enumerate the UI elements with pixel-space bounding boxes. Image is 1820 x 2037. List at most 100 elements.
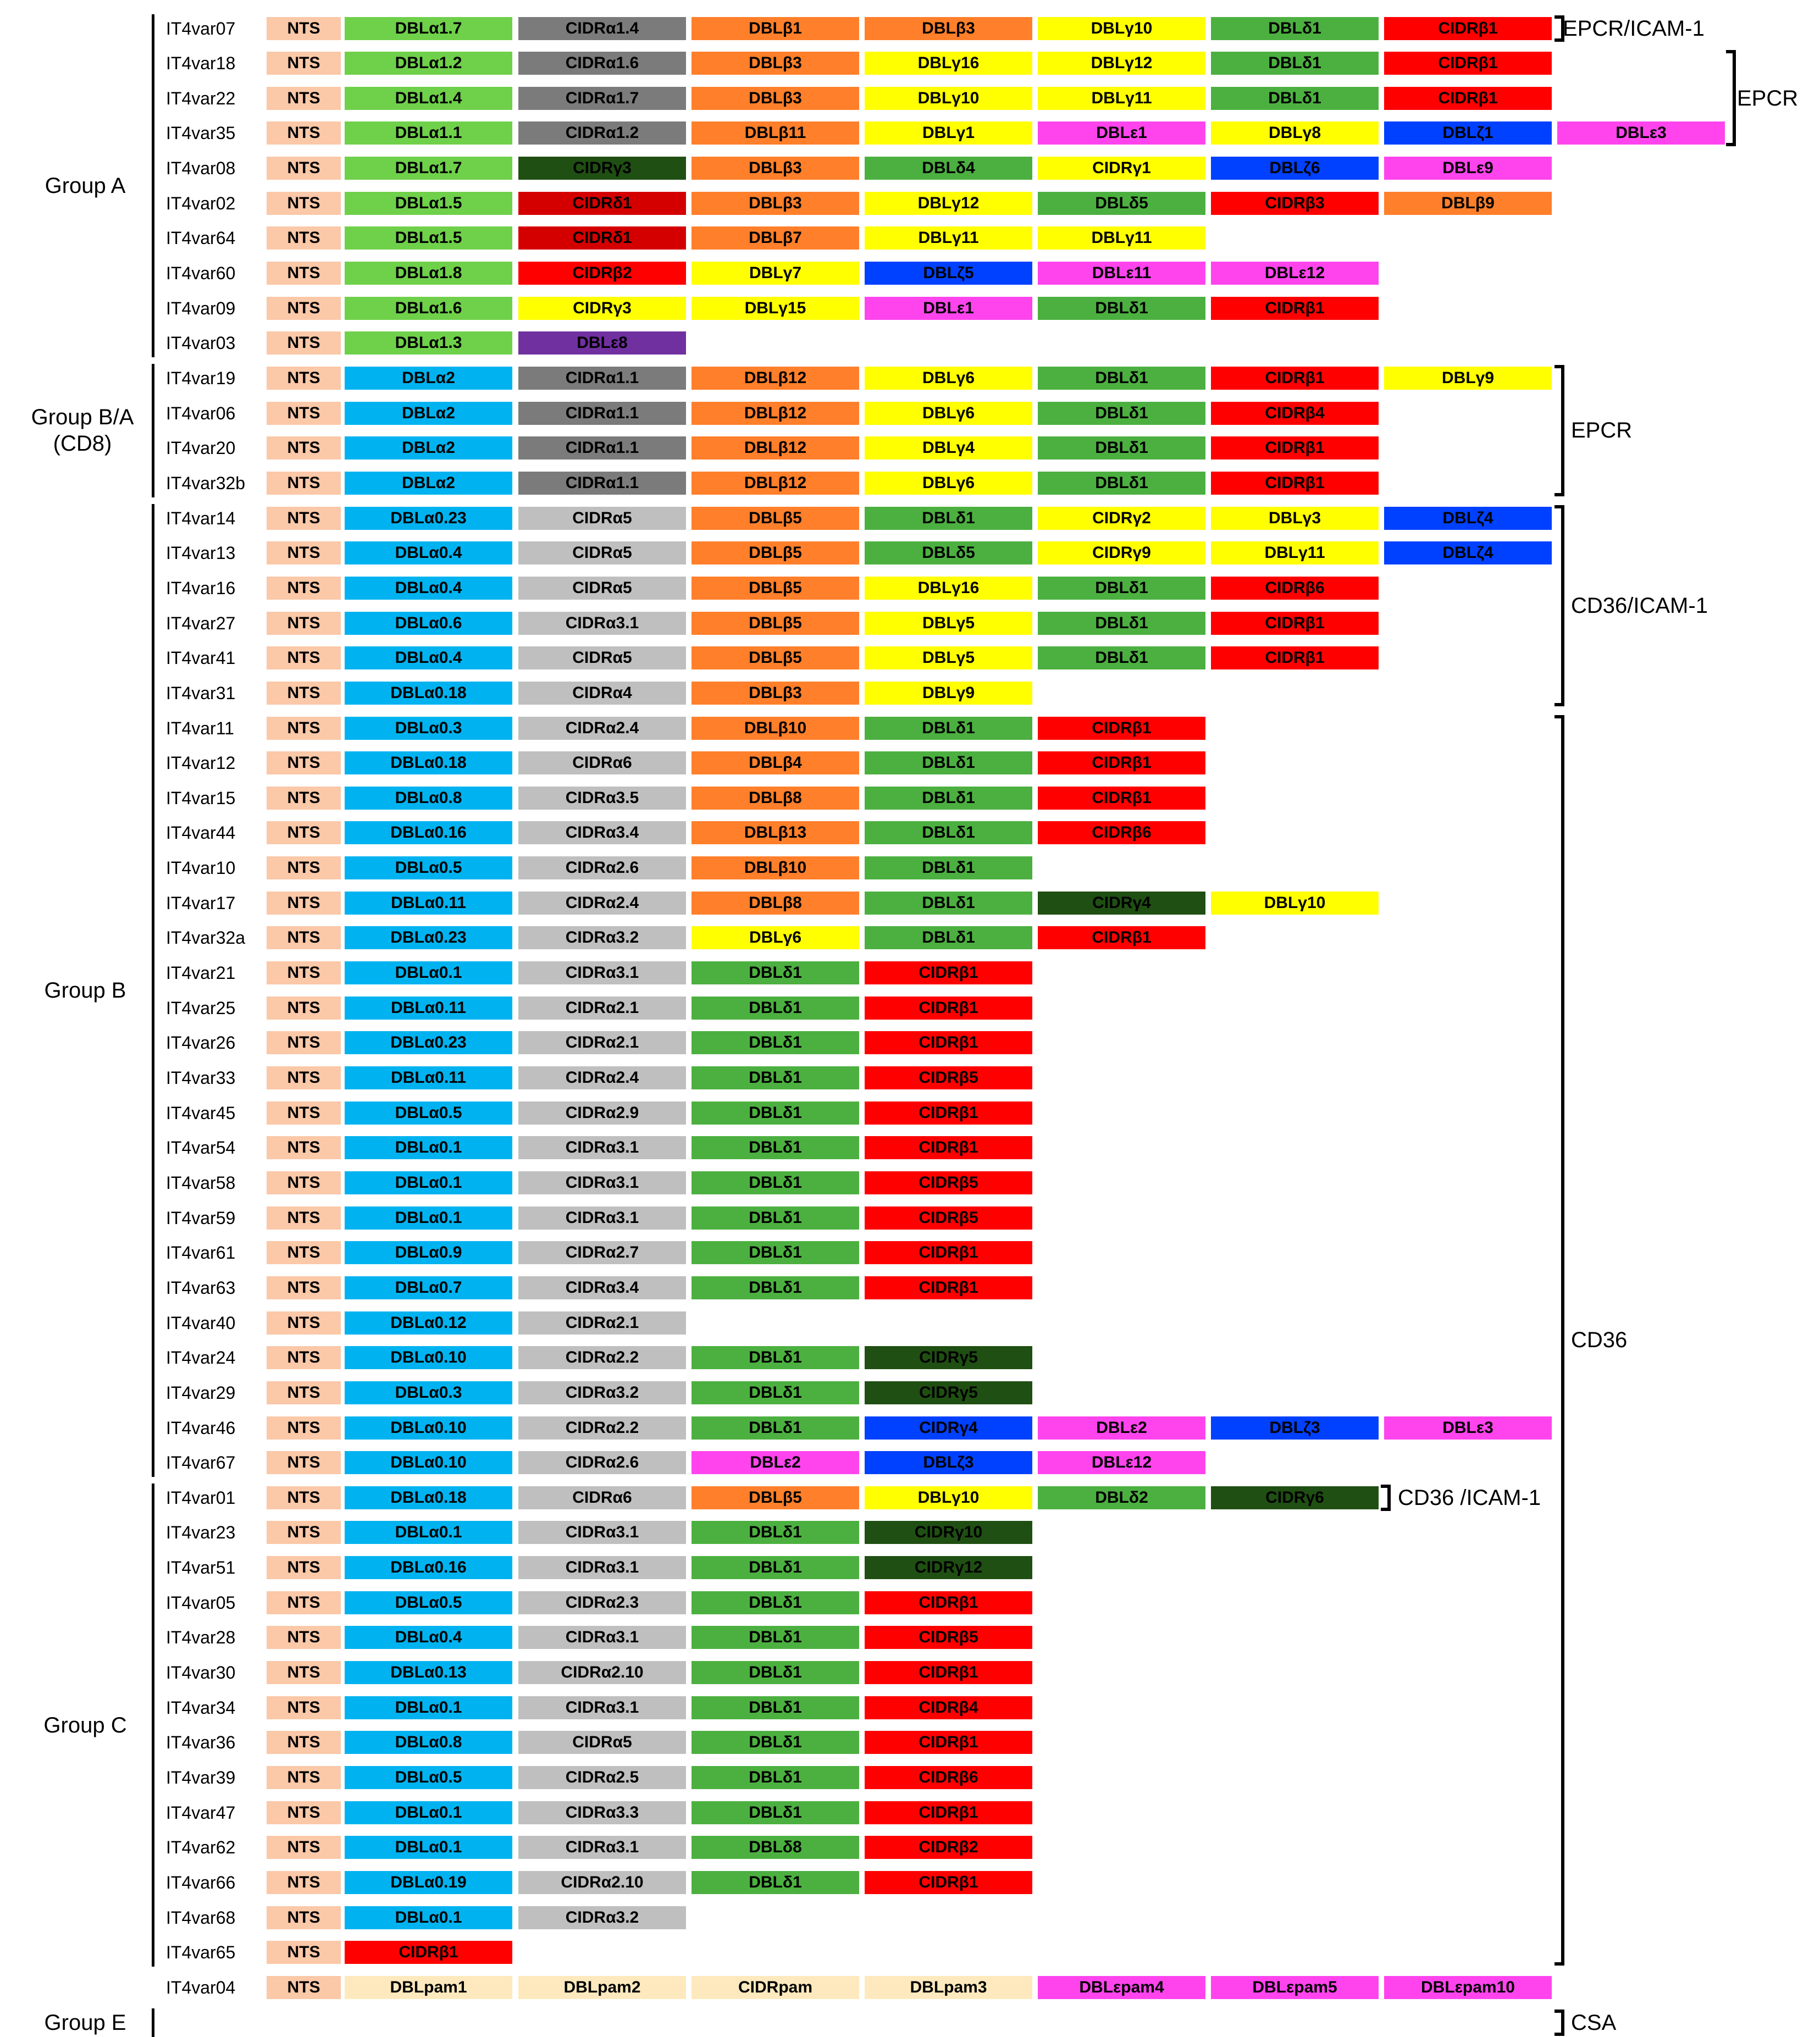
domain-box: CIDRβ2	[518, 262, 686, 285]
domain-box: CIDRα4	[518, 681, 686, 705]
domain-box: DBLδ2	[1038, 1486, 1205, 1509]
domain-box: NTS	[267, 506, 341, 530]
domain-box: DBLα0.18	[345, 751, 512, 775]
domain-box: DBLβ7	[692, 226, 859, 250]
domain-box: DBLδ1	[865, 751, 1032, 775]
domain-box: NTS	[267, 1486, 341, 1509]
domain-box: DBLγ16	[865, 576, 1032, 600]
domain-box: CIDRβ1	[865, 1031, 1032, 1055]
domain-box: NTS	[267, 471, 341, 495]
domain-box: DBLγ1	[865, 121, 1032, 145]
domain-box: NTS	[267, 157, 341, 180]
domain-box: DBLβ3	[865, 16, 1032, 40]
domain-box: DBLα0.1	[345, 1521, 512, 1545]
domain-box: DBLα0.5	[345, 1591, 512, 1614]
domain-box: CIDRβ1	[1211, 296, 1379, 320]
domain-box: NTS	[267, 1136, 341, 1160]
variant-label: IT4var63	[166, 1277, 236, 1298]
domain-box: DBLδ1	[865, 926, 1032, 950]
variant-label: IT4var14	[166, 508, 236, 528]
domain-box: CIDRγ1	[1038, 157, 1205, 180]
variant-label: IT4var19	[166, 368, 236, 388]
domain-box: DBLδ1	[1038, 646, 1205, 670]
domain-box: DBLγ11	[1211, 541, 1379, 565]
domain-box: CIDRα2.2	[518, 1416, 686, 1440]
domain-box: DBLβ12	[692, 367, 859, 390]
domain-box: DBLδ1	[692, 996, 859, 1020]
domain-box: DBLδ1	[692, 1136, 859, 1160]
domain-box: DBLβ8	[692, 891, 859, 915]
domain-box: DBLε2	[692, 1451, 859, 1475]
variant-label: IT4var60	[166, 263, 236, 284]
domain-box: DBLγ6	[865, 367, 1032, 390]
domain-box: CIDRα1.1	[518, 401, 686, 425]
domain-box: CIDRδ1	[518, 191, 686, 215]
domain-box: CIDRα5	[518, 506, 686, 530]
domain-box: NTS	[267, 1521, 341, 1545]
domain-box: CIDRβ1	[865, 996, 1032, 1020]
receptor-label: CD36	[1571, 1328, 1628, 1353]
domain-box: DBLα0.6	[345, 611, 512, 635]
variant-label: IT4var68	[166, 1907, 236, 1928]
domain-box: DBLα0.11	[345, 891, 512, 915]
variant-label: IT4var54	[166, 1138, 236, 1158]
domain-box: DBLα2	[345, 367, 512, 390]
domain-box: DBLε9	[1384, 157, 1552, 180]
variant-label: IT4var34	[166, 1697, 236, 1718]
domain-box: CIDRα3.2	[518, 1381, 686, 1404]
domain-box: DBLδ1	[692, 1766, 859, 1789]
domain-box: DBLα0.10	[345, 1416, 512, 1440]
domain-box: CIDRγ2	[1038, 506, 1205, 530]
domain-box: CIDRβ6	[865, 1766, 1032, 1789]
receptor-label: EPCR	[1737, 86, 1799, 110]
domain-box: NTS	[267, 1941, 341, 1964]
domain-box: NTS	[267, 1870, 341, 1894]
domain-box: DBLδ1	[1211, 86, 1379, 110]
domain-box: DBLγ10	[1211, 891, 1379, 915]
domain-box: CIDRα3.3	[518, 1801, 686, 1824]
domain-box: CIDRβ1	[865, 1276, 1032, 1299]
variant-label: IT4var46	[166, 1418, 236, 1438]
domain-box: DBLα0.23	[345, 506, 512, 530]
domain-box: DBLγ10	[865, 86, 1032, 110]
domain-box: DBLδ1	[865, 506, 1032, 530]
domain-box: CIDRα2.4	[518, 891, 686, 915]
domain-box: CIDRα5	[518, 576, 686, 600]
variant-label: IT4var33	[166, 1068, 236, 1088]
domain-box: DBLα0.16	[345, 821, 512, 845]
receptor-bracket	[1555, 15, 1564, 42]
domain-box: DBLε12	[1211, 262, 1379, 285]
variant-label: IT4var36	[166, 1732, 236, 1753]
domain-box: NTS	[267, 1171, 341, 1194]
variant-label: IT4var40	[166, 1313, 236, 1333]
domain-box: DBLζ5	[865, 262, 1032, 285]
domain-box: DBLα1.3	[345, 331, 512, 355]
receptor-bracket	[1381, 1484, 1391, 1511]
domain-box: DBLγ8	[1211, 121, 1379, 145]
domain-box: DBLδ1	[692, 961, 859, 985]
domain-box: CIDRγ9	[1038, 541, 1205, 565]
domain-box: CIDRα1.4	[518, 16, 686, 40]
domain-box: DBLδ1	[692, 1416, 859, 1440]
domain-box: CIDRα2.7	[518, 1241, 686, 1265]
domain-box: DBLδ1	[1211, 16, 1379, 40]
domain-box: CIDRβ5	[865, 1206, 1032, 1230]
domain-box: DBLδ1	[692, 1661, 859, 1685]
variant-label: IT4var17	[166, 893, 236, 913]
domain-box: CIDRα2.6	[518, 1451, 686, 1475]
domain-box: DBLδ8	[692, 1836, 859, 1859]
domain-box: DBLγ3	[1211, 506, 1379, 530]
domain-box: NTS	[267, 1801, 341, 1824]
domain-box: CIDRα3.1	[518, 1556, 686, 1580]
domain-box: DBLγ15	[692, 296, 859, 320]
domain-box: DBLα0.4	[345, 576, 512, 600]
domain-box: DBLα0.1	[345, 1801, 512, 1824]
domain-box: DBLα1.6	[345, 296, 512, 320]
variant-label: IT4var09	[166, 298, 236, 318]
domain-box: CIDRα3.5	[518, 786, 686, 810]
domain-box: DBLδ1	[692, 1696, 859, 1719]
domain-box: CIDRα2.5	[518, 1766, 686, 1789]
domain-box: DBLβ3	[692, 681, 859, 705]
domain-box: CIDRγ5	[865, 1346, 1032, 1370]
domain-box: NTS	[267, 786, 341, 810]
